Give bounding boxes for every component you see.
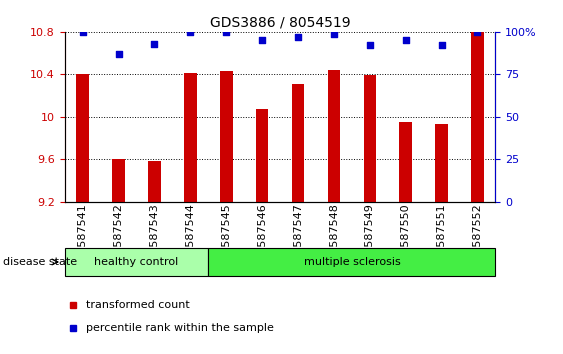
Bar xyxy=(399,122,412,202)
Bar xyxy=(256,109,269,202)
Point xyxy=(150,41,159,47)
Bar xyxy=(220,71,233,202)
Bar xyxy=(471,32,484,202)
Point xyxy=(473,29,482,35)
Point xyxy=(114,51,123,57)
Text: transformed count: transformed count xyxy=(86,300,190,310)
Point xyxy=(78,29,87,35)
Point xyxy=(293,34,302,40)
Bar xyxy=(77,74,89,202)
Text: disease state: disease state xyxy=(3,257,77,267)
Point xyxy=(258,38,267,43)
Bar xyxy=(65,248,208,276)
Bar xyxy=(112,159,125,202)
Text: multiple sclerosis: multiple sclerosis xyxy=(303,257,400,267)
Point xyxy=(401,38,410,43)
Bar xyxy=(292,84,305,202)
Bar xyxy=(328,70,340,202)
Point xyxy=(329,31,338,36)
Bar xyxy=(435,124,448,202)
Point xyxy=(365,42,374,48)
Text: healthy control: healthy control xyxy=(95,257,178,267)
Point xyxy=(437,42,446,48)
Bar xyxy=(148,161,161,202)
Bar xyxy=(208,248,495,276)
Point xyxy=(186,29,195,35)
Bar xyxy=(364,75,376,202)
Title: GDS3886 / 8054519: GDS3886 / 8054519 xyxy=(210,15,350,29)
Point xyxy=(222,29,231,35)
Bar xyxy=(184,73,196,202)
Text: percentile rank within the sample: percentile rank within the sample xyxy=(86,323,274,333)
